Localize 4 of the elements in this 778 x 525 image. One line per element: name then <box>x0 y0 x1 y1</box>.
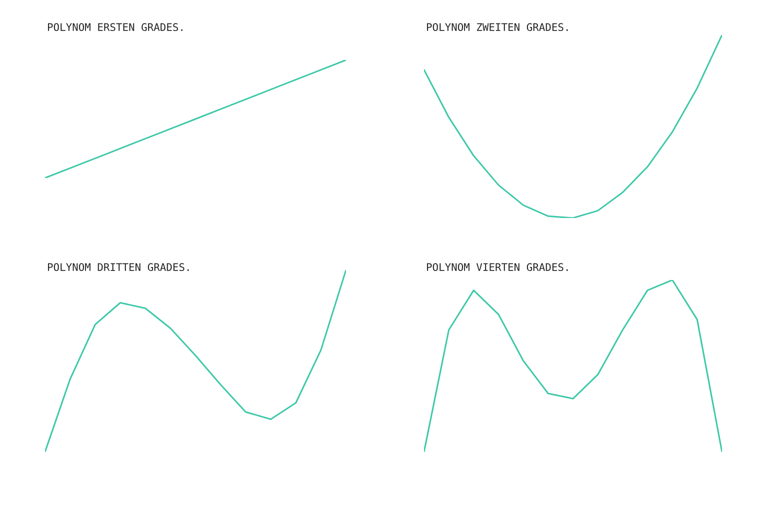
chart-title: POLYNOM DRITTEN GRADES. <box>48 263 189 272</box>
chart-title: POLYNOM ZWEITEN GRADES. <box>427 23 568 32</box>
chart-title: POLYNOM ERSTEN GRADES. <box>48 23 182 32</box>
chart-title: POLYNOM VIERTEN GRADES. <box>427 263 568 272</box>
